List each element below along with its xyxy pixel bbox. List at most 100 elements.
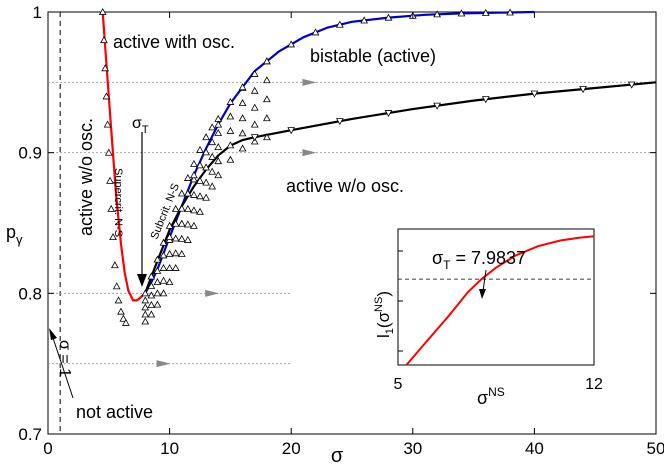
inset-content	[397, 235, 595, 366]
marker-lower	[627, 81, 636, 89]
marker-subcritical	[481, 8, 490, 16]
marker-band	[238, 144, 247, 152]
marker-band	[190, 175, 198, 183]
annotation-sigma-t: σT	[132, 115, 149, 136]
marker-up	[111, 261, 119, 269]
marker-band	[202, 148, 210, 156]
marker-band	[214, 171, 223, 179]
marker-band	[183, 204, 192, 212]
annotation-active-wo-osc-left: active w/o osc.	[76, 118, 96, 236]
marker-up	[103, 120, 112, 128]
plot-frame	[47, 11, 657, 435]
marker-band	[171, 204, 180, 212]
marker-lower	[481, 96, 490, 104]
marker-band	[159, 289, 168, 297]
marker-band	[250, 103, 259, 111]
marker-up	[119, 314, 128, 322]
inset-y-label: l1(σNS)	[373, 291, 396, 338]
marker-band	[226, 155, 235, 163]
guide-lines	[48, 12, 656, 434]
marker-band	[238, 99, 247, 107]
marker-band	[183, 220, 192, 228]
inset-annotation: σT = 7.9837	[432, 248, 526, 272]
marker-band	[159, 238, 168, 246]
marker-up	[100, 36, 108, 44]
arrow-not-active-head	[49, 328, 57, 340]
marker-band	[202, 163, 210, 171]
marker-lower	[579, 86, 587, 94]
marker-subcritical	[263, 57, 271, 65]
marker-band	[147, 272, 156, 280]
marker-band	[190, 190, 198, 198]
guide-arrow-icon	[156, 360, 171, 368]
marker-band	[153, 266, 162, 274]
marker-band	[183, 235, 192, 243]
x-axis-label: σ	[331, 445, 344, 465]
marker-band	[165, 263, 174, 271]
marker-band	[147, 300, 156, 308]
marker-up	[98, 7, 107, 15]
marker-band	[263, 76, 271, 84]
marker-up	[117, 307, 125, 315]
marker-band	[196, 161, 204, 169]
marker-subcritical	[165, 233, 174, 241]
marker-up	[106, 176, 114, 184]
marker-band	[141, 317, 150, 325]
marker-band	[171, 263, 180, 271]
inset-curve-l1	[405, 235, 595, 366]
marker-band	[147, 281, 156, 289]
marker-subcritical	[238, 83, 247, 91]
inset-frame	[397, 228, 595, 366]
marker-band	[153, 278, 162, 286]
marker-band	[214, 128, 223, 136]
marker-band	[141, 310, 150, 318]
annotation-bistable: bistable (active)	[310, 46, 436, 66]
marker-band	[196, 145, 204, 153]
y-tick-label: 0.7	[18, 425, 42, 444]
inset-arrow-head	[479, 289, 486, 299]
marker-band	[208, 182, 217, 190]
marker-band	[147, 310, 156, 318]
marker-lower	[335, 118, 344, 126]
marker-band	[159, 276, 168, 284]
marker-up	[114, 296, 123, 304]
marker-band	[153, 255, 162, 263]
curve-lower-branch	[144, 81, 657, 294]
marker-lower	[433, 102, 441, 110]
marker-subcritical	[335, 20, 344, 28]
marker-up	[102, 92, 111, 100]
y-axis-label: pγ	[6, 222, 23, 247]
marker-band	[202, 133, 210, 141]
marker-band	[208, 152, 217, 160]
marker-lower	[287, 127, 296, 135]
arrow-sigma-t-head	[137, 274, 147, 287]
annotation-active-wo-osc-right: active w/o osc.	[286, 176, 404, 196]
marker-band	[141, 303, 150, 311]
marker-up	[112, 282, 121, 290]
marker-subcritical	[360, 16, 369, 24]
guide-arrow-icon	[302, 149, 317, 157]
y-tick-label: 0.8	[18, 284, 42, 303]
marker-band	[147, 291, 156, 299]
marker-band	[208, 167, 217, 175]
marker-band	[177, 219, 186, 227]
marker-subcritical	[287, 40, 296, 48]
marker-band	[250, 69, 259, 77]
marker-band	[171, 249, 180, 257]
inset-tick-label-12: 12	[585, 376, 603, 393]
marker-band	[226, 141, 235, 149]
annotation-not-active: not active	[76, 402, 153, 422]
marker-band	[250, 86, 259, 94]
annotation-supercrit: Supercrit. N-S	[112, 168, 124, 237]
marker-band	[208, 123, 217, 131]
marker-band	[226, 126, 235, 134]
x-tick-label: 30	[403, 439, 422, 458]
marker-subcritical	[384, 13, 393, 21]
marker-lower	[384, 110, 393, 118]
x-tick-label: 20	[282, 439, 301, 458]
marker-subcritical	[190, 171, 198, 179]
marker-subcritical	[311, 28, 320, 36]
x-tick-label: 10	[160, 439, 179, 458]
x-tick-label: 0	[43, 439, 52, 458]
marker-band	[141, 296, 150, 304]
